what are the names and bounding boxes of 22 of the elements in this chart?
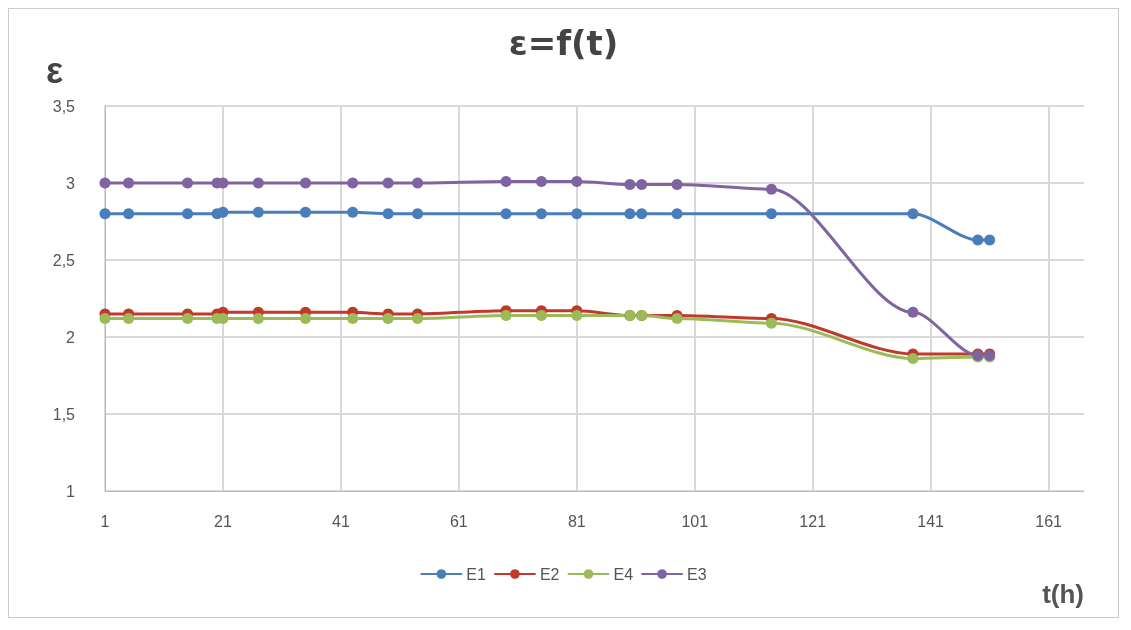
legend-label: E4 bbox=[613, 565, 634, 583]
x-tick-label: 1 bbox=[100, 512, 110, 530]
y-tick-label: 2 bbox=[66, 328, 76, 346]
x-tick-label: 21 bbox=[214, 512, 232, 530]
y-tick-label: 2,5 bbox=[52, 251, 76, 269]
x-tick-label: 141 bbox=[917, 512, 945, 530]
y-axis-title: ε bbox=[45, 49, 63, 91]
x-tick-label: 161 bbox=[1035, 512, 1063, 530]
y-tick-label: 3 bbox=[66, 174, 76, 192]
y-tick-label: 1,5 bbox=[52, 405, 76, 423]
legend-label: E2 bbox=[539, 565, 560, 583]
y-tick-label: 3,5 bbox=[52, 97, 76, 115]
x-tick-label: 41 bbox=[332, 512, 350, 530]
x-tick-label: 81 bbox=[567, 512, 586, 530]
x-tick-label: 121 bbox=[799, 512, 827, 530]
chart-title: ε=f(t) bbox=[508, 23, 619, 63]
x-tick-label: 101 bbox=[681, 512, 709, 530]
x-tick-label: 61 bbox=[449, 512, 468, 530]
legend-label: E1 bbox=[466, 565, 487, 583]
y-tick-label: 1 bbox=[66, 482, 76, 500]
x-axis-title: t(h) bbox=[1042, 579, 1084, 609]
legend-label: E3 bbox=[687, 565, 707, 583]
